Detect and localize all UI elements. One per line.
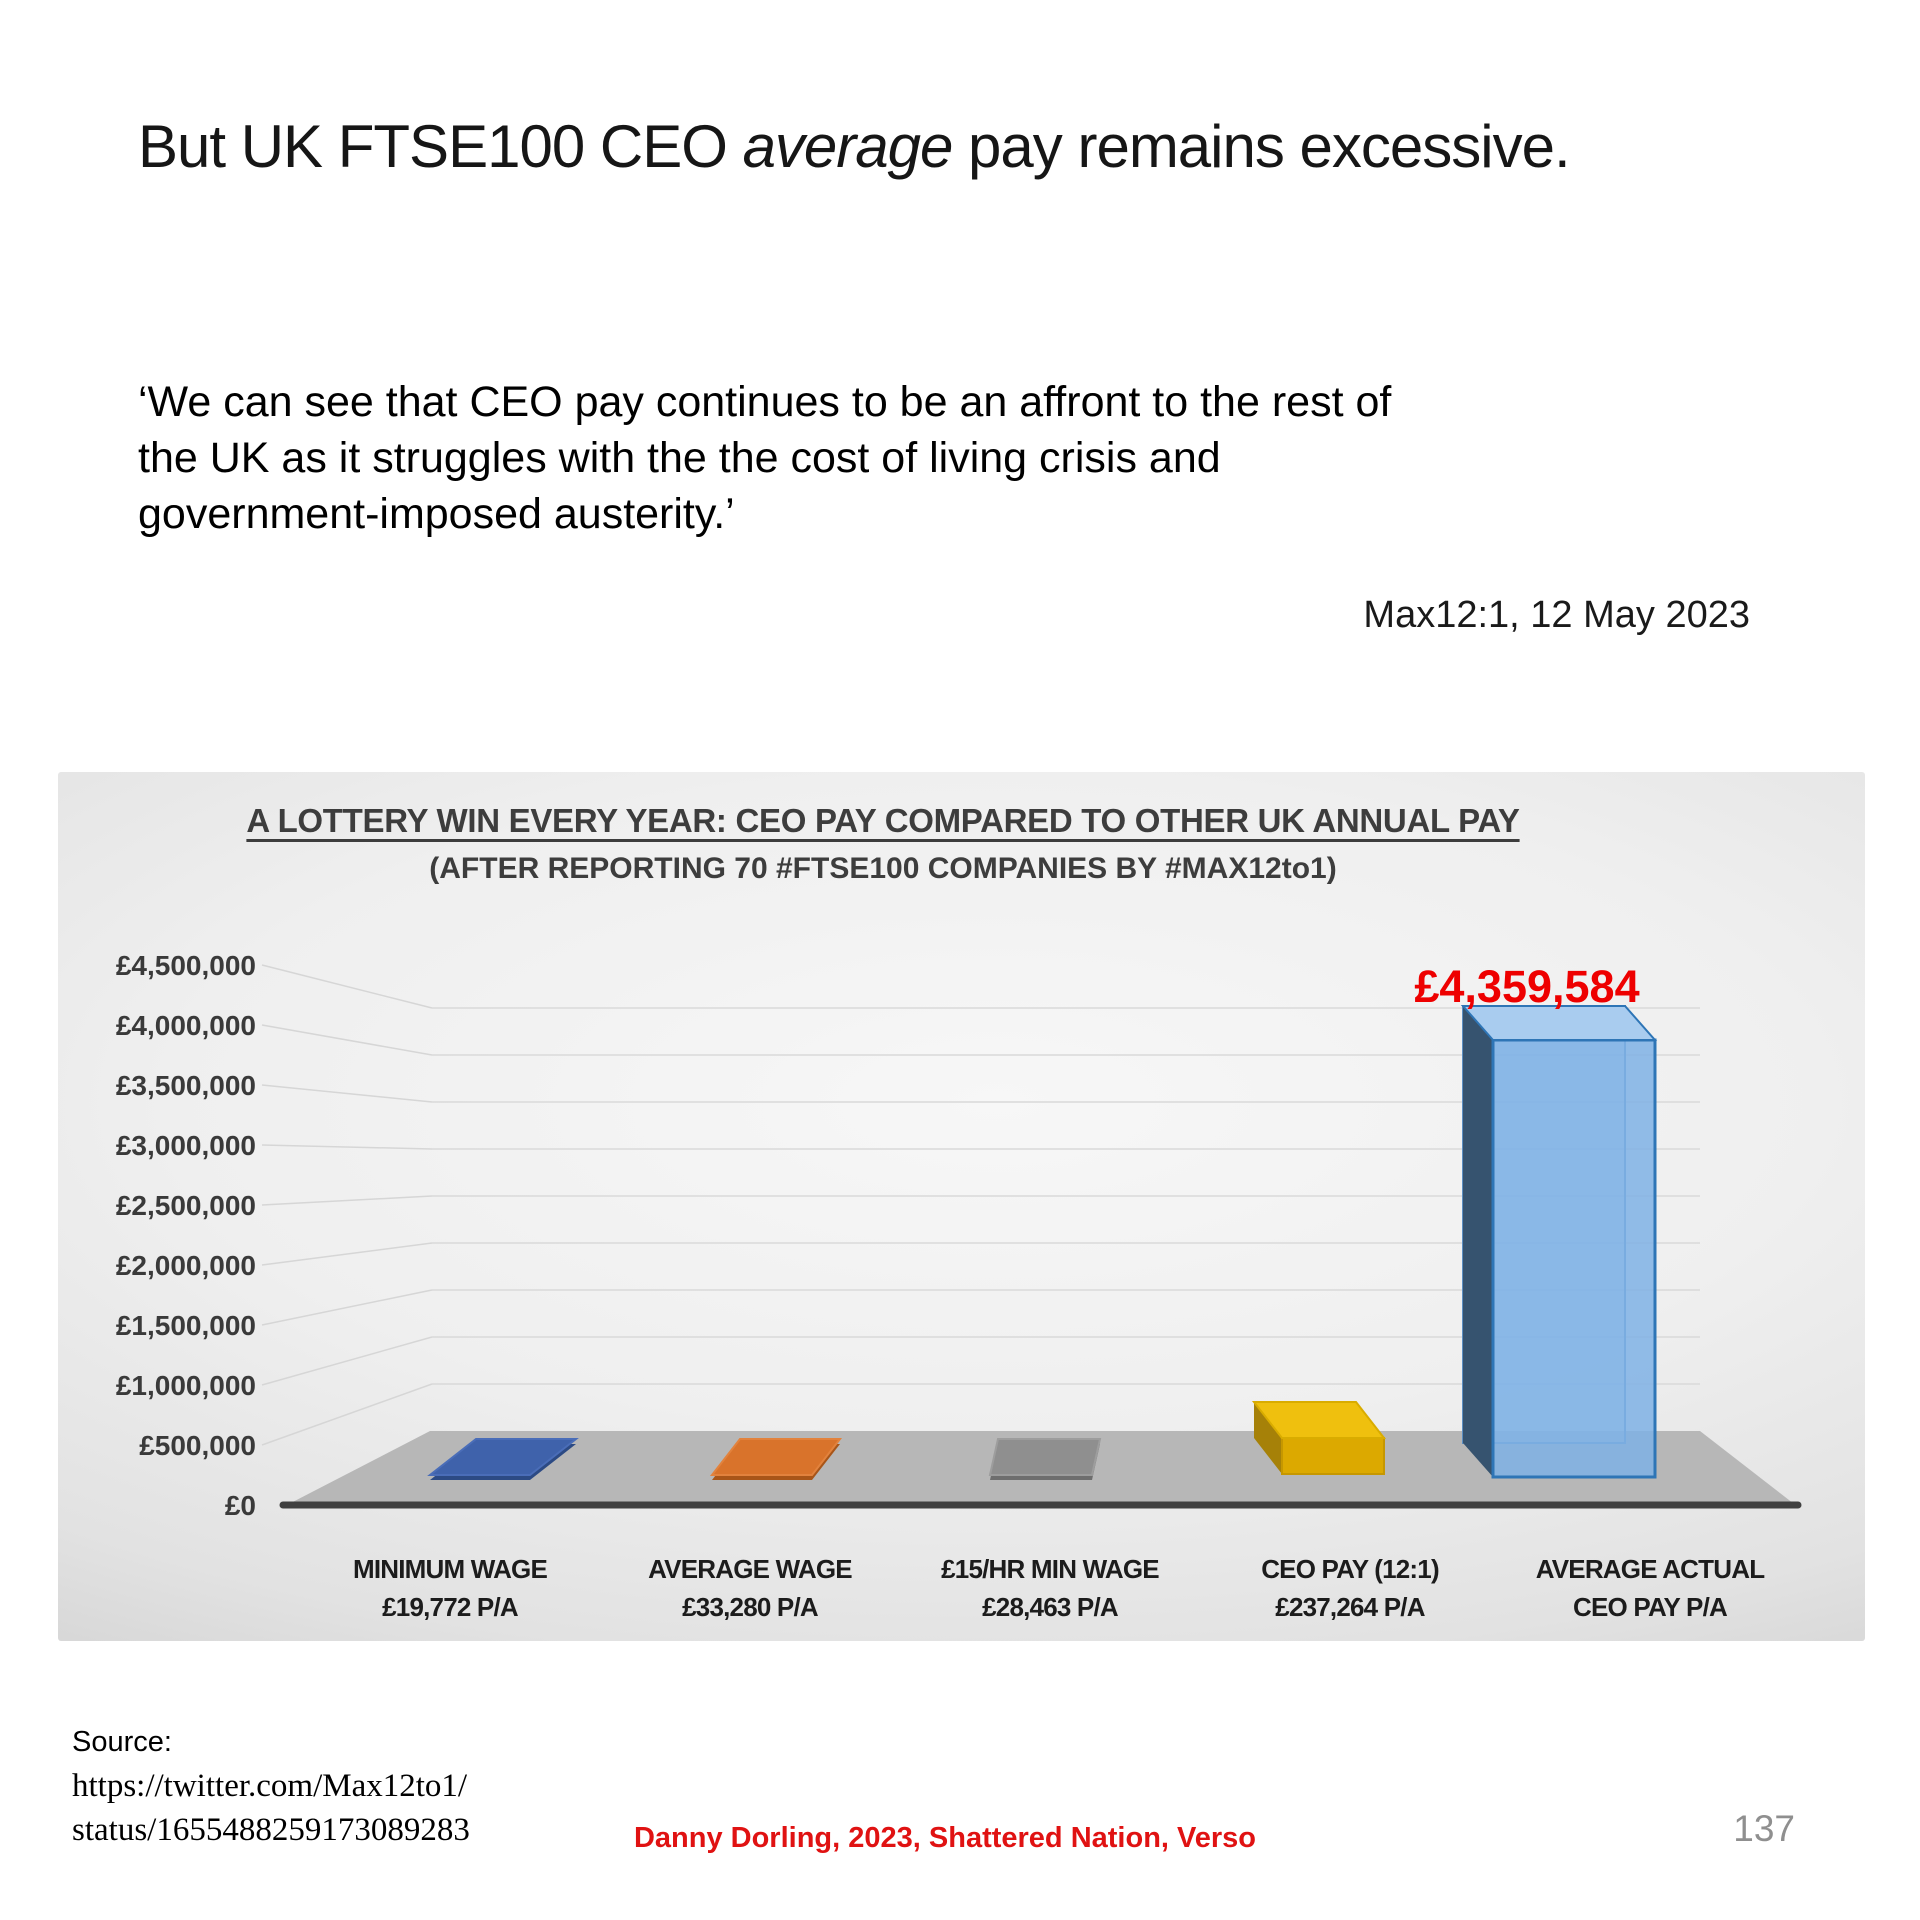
- chart-plot-area: £4,500,000 £4,000,000 £3,500,000 £3,000,…: [116, 950, 1802, 1622]
- slide-title-italic: average: [742, 113, 954, 180]
- y-axis-tick-label: £4,500,000: [116, 950, 256, 981]
- chart-title: A LOTTERY WIN EVERY YEAR: CEO PAY COMPAR…: [246, 802, 1520, 839]
- bar-ceo-pay-12to1-left-face: [1254, 1402, 1282, 1474]
- chart-header: A LOTTERY WIN EVERY YEAR: CEO PAY COMPAR…: [78, 802, 1688, 886]
- quote-line: the UK as it struggles with the the cost…: [138, 434, 1221, 482]
- y-axis-tick-label: £3,000,000: [116, 1130, 256, 1161]
- chart-subtitle: (AFTER REPORTING 70 #FTSE100 COMPANIES B…: [429, 852, 1337, 885]
- page-number: 137: [1733, 1808, 1795, 1849]
- footer-citation: Danny Dorling, 2023, Shattered Nation, V…: [633, 1822, 1257, 1854]
- slide-title: But UK FTSE100 CEO average pay remains e…: [138, 112, 1571, 181]
- y-axis-tick-label: £3,500,000: [116, 1070, 256, 1101]
- bar-average-actual-top-face: [1460, 1005, 1658, 1041]
- bar-average-actual-left-face: [1463, 1006, 1493, 1477]
- bar-ceo-pay-12to1-front-face: [1281, 1437, 1385, 1475]
- category-sublabel: CEO PAY P/A: [1573, 1592, 1728, 1622]
- source-url-line1: https://twitter.com/Max12to1/: [72, 1768, 468, 1804]
- category-sublabel: £33,280 P/A: [682, 1592, 819, 1622]
- source-label: Source:: [72, 1726, 172, 1758]
- bar-average-wage: [709, 1438, 843, 1480]
- y-axis-tick-label: £2,500,000: [116, 1190, 256, 1221]
- slide-title-pre: But UK FTSE100 CEO: [138, 113, 743, 180]
- bar-average-actual-ceo-pay: [1460, 1005, 1658, 1479]
- category-label: CEO PAY (12:1): [1261, 1554, 1439, 1584]
- y-axis: £4,500,000 £4,000,000 £3,500,000 £3,000,…: [116, 950, 256, 1521]
- slide-title-post: pay remains excessive.: [952, 113, 1571, 180]
- quote-line: ‘We can see that CEO pay continues to be…: [138, 378, 1392, 426]
- gridlines-left-wall: [261, 964, 433, 1446]
- bar-15hr-min-wage-top: [988, 1438, 1102, 1476]
- category-sublabel: £19,772 P/A: [382, 1592, 519, 1622]
- category-label: AVERAGE ACTUAL: [1536, 1554, 1765, 1584]
- bar-15hr-min-wage: [988, 1438, 1102, 1480]
- y-axis-tick-label: £2,000,000: [116, 1250, 256, 1281]
- bar-minimum-wage-top: [427, 1438, 579, 1476]
- category-label: £15/HR MIN WAGE: [941, 1554, 1159, 1584]
- source-block: Source: https://twitter.com/Max12to1/ st…: [72, 1720, 470, 1852]
- category-labels: MINIMUM WAGE £19,772 P/A AVERAGE WAGE £3…: [353, 1554, 1766, 1622]
- quote-attribution: Max12:1, 12 May 2023: [1363, 594, 1750, 636]
- y-axis-tick-label: £1,500,000: [116, 1310, 256, 1341]
- bar-average-actual-front-face: [1491, 1038, 1657, 1479]
- y-axis-tick-label: £4,000,000: [116, 1010, 256, 1041]
- y-axis-tick-label: £1,000,000: [116, 1370, 256, 1401]
- category-sublabel: £237,264 P/A: [1275, 1592, 1425, 1622]
- category-label: MINIMUM WAGE: [353, 1554, 548, 1584]
- chart-panel: A LOTTERY WIN EVERY YEAR: CEO PAY COMPAR…: [58, 772, 1865, 1641]
- bar-average-wage-top: [709, 1438, 843, 1476]
- y-axis-tick-label: £500,000: [139, 1430, 256, 1461]
- bar-minimum-wage: [427, 1438, 579, 1480]
- source-url-line2: status/1655488259173089283: [72, 1812, 470, 1848]
- quote-text: ‘We can see that CEO pay continues to be…: [138, 374, 1391, 542]
- bar-ceo-pay-12to1: [1251, 1401, 1387, 1475]
- category-sublabel: £28,463 P/A: [982, 1592, 1119, 1622]
- y-axis-tick-label: £0: [225, 1490, 256, 1521]
- category-label: AVERAGE WAGE: [648, 1554, 852, 1584]
- quote-line: government-imposed austerity.’: [138, 490, 735, 538]
- bar-ceo-pay-12to1-top-face: [1251, 1401, 1387, 1439]
- value-label-average-actual: £4,359,584: [1414, 961, 1639, 1012]
